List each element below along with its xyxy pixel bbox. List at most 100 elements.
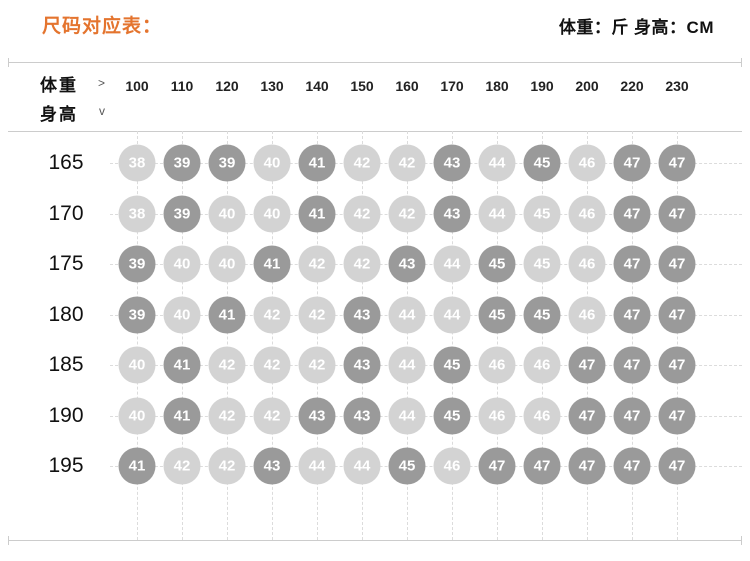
size-circle: 41 bbox=[208, 296, 246, 333]
grid-column-line bbox=[452, 131, 453, 540]
size-circle: 47 bbox=[613, 245, 651, 283]
size-circle: 46 bbox=[433, 447, 471, 485]
grid-column-line bbox=[182, 131, 183, 540]
grid-column-line bbox=[227, 131, 228, 540]
size-circle: 47 bbox=[658, 447, 696, 485]
size-circle: 47 bbox=[658, 144, 696, 182]
size-circle: 43 bbox=[388, 245, 426, 283]
size-circle: 40 bbox=[208, 245, 246, 283]
size-circle: 47 bbox=[658, 296, 696, 333]
weight-column-header: 140 bbox=[305, 78, 329, 94]
size-circle: 42 bbox=[253, 296, 291, 333]
weight-axis-arrow-icon: > bbox=[98, 76, 106, 90]
size-circle: 44 bbox=[388, 397, 426, 434]
size-circle: 42 bbox=[298, 245, 336, 283]
border-tick bbox=[8, 58, 9, 67]
grid-row-line bbox=[110, 314, 742, 316]
size-circle: 39 bbox=[118, 296, 156, 333]
weight-column-header: 120 bbox=[215, 78, 239, 94]
size-circle: 47 bbox=[658, 195, 696, 232]
size-circle: 44 bbox=[433, 296, 471, 333]
size-circle: 40 bbox=[118, 346, 156, 384]
size-circle: 43 bbox=[343, 346, 381, 384]
grid-column-line bbox=[677, 131, 678, 540]
weight-column-header: 170 bbox=[440, 78, 464, 94]
size-circle: 38 bbox=[118, 195, 156, 232]
size-circle: 47 bbox=[613, 447, 651, 485]
table-bottom-border bbox=[8, 540, 742, 541]
size-circle: 42 bbox=[163, 447, 201, 485]
size-circle: 45 bbox=[388, 447, 426, 485]
weight-column-header: 200 bbox=[575, 78, 599, 94]
size-circle: 44 bbox=[433, 245, 471, 283]
size-circle: 42 bbox=[343, 195, 381, 232]
size-circle: 46 bbox=[568, 245, 606, 283]
size-circle: 41 bbox=[298, 195, 336, 232]
size-circle: 39 bbox=[163, 144, 201, 182]
size-circle: 42 bbox=[208, 397, 246, 434]
grid-column-line bbox=[272, 131, 273, 540]
size-circle: 47 bbox=[568, 346, 606, 384]
height-axis-arrow-icon: v bbox=[99, 104, 105, 118]
height-row-label: 175 bbox=[48, 252, 84, 275]
size-circle: 42 bbox=[298, 346, 336, 384]
height-row-label: 195 bbox=[48, 454, 84, 477]
size-circle: 39 bbox=[208, 144, 246, 182]
size-circle: 39 bbox=[118, 245, 156, 283]
size-circle: 45 bbox=[433, 397, 471, 434]
size-circle: 42 bbox=[253, 346, 291, 384]
weight-column-header: 180 bbox=[485, 78, 509, 94]
size-circle: 39 bbox=[163, 195, 201, 232]
size-circle: 43 bbox=[343, 397, 381, 434]
border-tick bbox=[8, 536, 9, 545]
size-circle: 47 bbox=[658, 346, 696, 384]
size-circle: 40 bbox=[208, 195, 246, 232]
size-circle: 46 bbox=[568, 144, 606, 182]
size-circle: 45 bbox=[478, 245, 516, 283]
size-circle: 43 bbox=[298, 397, 336, 434]
size-circle: 44 bbox=[298, 447, 336, 485]
size-circle: 45 bbox=[523, 296, 561, 333]
grid-row-line bbox=[110, 163, 742, 164]
size-circle: 46 bbox=[523, 397, 561, 434]
grid-column-line bbox=[497, 131, 498, 540]
grid-column-line bbox=[542, 131, 543, 540]
size-circle: 42 bbox=[343, 144, 381, 182]
grid-column-line bbox=[362, 131, 363, 540]
weight-column-header: 190 bbox=[530, 78, 554, 94]
size-circle: 42 bbox=[298, 296, 336, 333]
size-circle: 47 bbox=[613, 144, 651, 182]
table-header-divider bbox=[8, 131, 742, 132]
size-circle: 40 bbox=[163, 245, 201, 283]
size-circle: 43 bbox=[343, 296, 381, 333]
size-circle: 45 bbox=[523, 245, 561, 283]
size-circle: 40 bbox=[118, 397, 156, 434]
size-circle: 46 bbox=[568, 195, 606, 232]
height-row-label: 180 bbox=[48, 302, 84, 326]
grid-column-line bbox=[407, 131, 408, 540]
height-row-label: 165 bbox=[48, 151, 84, 174]
size-circle: 42 bbox=[343, 245, 381, 283]
size-circle: 47 bbox=[613, 346, 651, 384]
weight-axis-label: 体重 bbox=[40, 76, 78, 95]
size-circle: 40 bbox=[163, 296, 201, 333]
border-tick bbox=[741, 536, 742, 545]
grid-column-line bbox=[632, 131, 633, 540]
size-circle: 44 bbox=[478, 195, 516, 232]
table-top-border bbox=[8, 62, 742, 63]
size-circle: 47 bbox=[613, 296, 651, 333]
page-title: 尺码对应表： bbox=[42, 16, 163, 37]
grid-column-line bbox=[587, 131, 588, 540]
weight-column-header: 100 bbox=[125, 78, 149, 94]
size-circle: 41 bbox=[118, 447, 156, 485]
units-label: 体重：斤 身高：CM bbox=[558, 18, 714, 37]
size-circle: 42 bbox=[208, 346, 246, 384]
size-circle: 47 bbox=[523, 447, 561, 485]
weight-column-header: 130 bbox=[260, 78, 284, 94]
height-row-label: 190 bbox=[48, 403, 84, 427]
size-circle: 46 bbox=[523, 346, 561, 384]
size-circle: 42 bbox=[388, 144, 426, 182]
grid-row-line bbox=[110, 213, 742, 215]
size-circle: 47 bbox=[568, 447, 606, 485]
